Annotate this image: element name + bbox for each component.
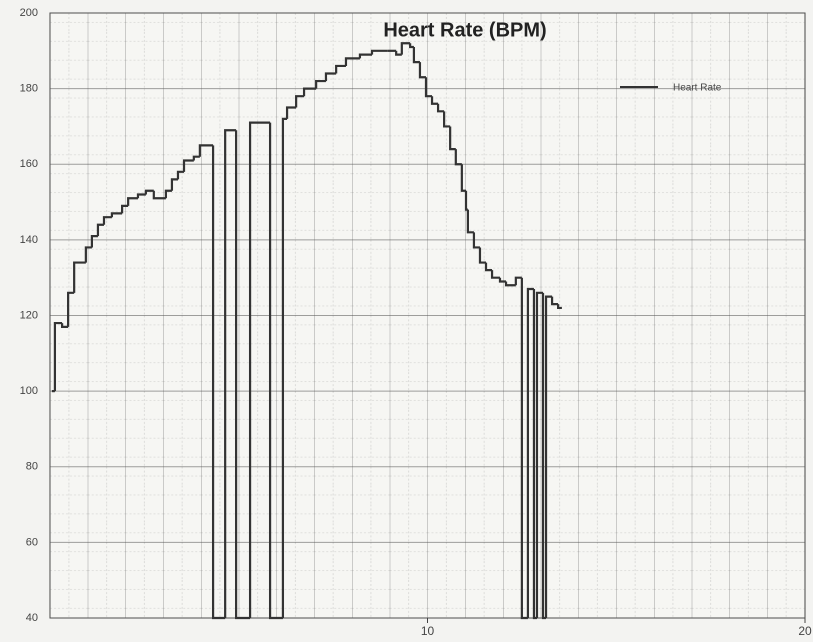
y-tick-label: 60 (26, 536, 38, 548)
step-segment (544, 295, 553, 618)
step-segment (424, 77, 433, 98)
step-segment (395, 50, 402, 56)
step-segment (466, 209, 474, 234)
step-segment (53, 321, 63, 392)
step-segment (344, 57, 360, 66)
step-segment (358, 53, 373, 59)
step-segment (73, 261, 86, 293)
step-segment (498, 277, 507, 283)
y-tick-label: 200 (20, 7, 38, 19)
step-segment (436, 103, 445, 113)
step-segment (102, 216, 112, 225)
step-segment (164, 189, 172, 199)
y-tick-label: 120 (20, 309, 38, 321)
step-segment (472, 232, 480, 249)
step-segment (370, 49, 388, 55)
step-segment (302, 87, 317, 97)
step-segment (60, 323, 69, 328)
step-segment (127, 197, 138, 206)
step-segment (144, 189, 154, 195)
step-segment (460, 164, 467, 192)
step-segment (454, 149, 462, 166)
step-segment (295, 95, 305, 108)
step-segment (224, 129, 237, 618)
y-tick-label: 40 (26, 612, 38, 624)
y-tick-label: 180 (20, 83, 38, 95)
y-tick-label: 100 (20, 385, 38, 397)
step-segment (152, 190, 166, 200)
step-segment (418, 62, 426, 79)
step-segment (192, 155, 200, 161)
step-segment (490, 270, 500, 279)
step-segment (268, 122, 283, 620)
step-segment (315, 79, 326, 89)
step-segment (281, 117, 288, 618)
step-segment (443, 111, 451, 128)
step-segment (198, 144, 214, 157)
chart-title: Heart Rate (BPM) (383, 19, 546, 41)
step-segment (110, 212, 123, 218)
step-segment (449, 126, 456, 151)
step-segment (504, 281, 516, 287)
step-segment (235, 130, 251, 620)
step-segment (430, 96, 439, 105)
step-segment (170, 178, 178, 191)
y-tick-label: 140 (20, 234, 38, 246)
step-segment (211, 145, 226, 620)
step-segment (409, 43, 414, 49)
step-segment (121, 204, 129, 214)
step-segment (285, 106, 297, 119)
step-segment (90, 234, 98, 248)
step-segment (535, 291, 544, 618)
step-segment (136, 193, 146, 199)
step-segment (526, 287, 534, 618)
step-segment (550, 296, 559, 306)
step-segment (412, 47, 420, 64)
step-segment (248, 121, 271, 618)
step-segment (324, 72, 337, 82)
step-segment (176, 170, 185, 180)
y-tick-label: 160 (20, 158, 38, 170)
step-segment (520, 277, 528, 620)
step-segment (557, 304, 562, 310)
step-segment (400, 42, 411, 55)
y-tick-label: 80 (26, 461, 38, 473)
step-segment (67, 291, 75, 327)
x-tick-label: 20 (798, 624, 812, 638)
step-segment (96, 223, 104, 237)
x-tick-label: 10 (421, 624, 435, 638)
step-segment (478, 247, 487, 264)
step-segment (335, 64, 346, 74)
step-segment (484, 262, 493, 272)
step-segment (514, 276, 522, 286)
step-segment (84, 246, 92, 263)
step-segment (182, 159, 194, 172)
